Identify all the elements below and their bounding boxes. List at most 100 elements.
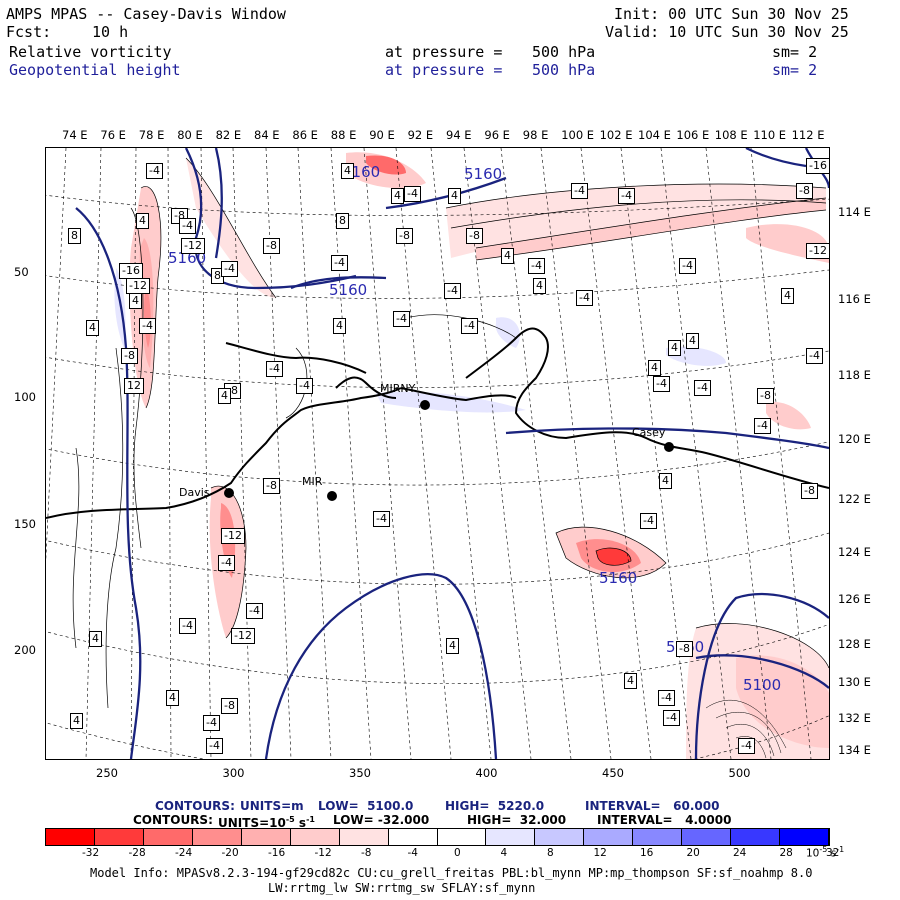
top-longitude-label: 80 E <box>177 128 203 142</box>
colorbar-swatch <box>682 829 732 845</box>
station-casey-marker <box>664 442 674 452</box>
colorbar-swatch <box>339 829 389 845</box>
contour-label: 4 <box>448 188 461 204</box>
contour-label: -4 <box>653 376 670 392</box>
contour-label: 4 <box>501 248 514 264</box>
colorbar-tick-label: -28 <box>128 847 146 859</box>
top-longitude-label: 102 E <box>599 128 633 142</box>
top-longitude-label: 88 E <box>330 128 357 142</box>
right-longitude-label: 116 E <box>838 292 871 306</box>
colorbar-tick-label: 28 <box>779 847 793 859</box>
colorbar-tick-label: 8 <box>547 847 554 859</box>
height-label: 5160 <box>599 569 638 587</box>
top-longitude-label: 112 E <box>791 128 825 142</box>
contours2-label: CONTOURS: <box>133 813 213 827</box>
colorbar-swatch <box>388 829 438 845</box>
contour-label: -4 <box>221 261 238 277</box>
field2-sm: sm= 2 <box>772 61 818 79</box>
contour-label: -12 <box>806 243 829 259</box>
contour-label: 4 <box>89 631 102 647</box>
contour-label: -16 <box>119 263 143 279</box>
contour-label: -4 <box>331 255 348 271</box>
colorbar-swatch <box>633 829 683 845</box>
contour-label: -4 <box>738 738 755 754</box>
contour-label: -12 <box>126 278 150 294</box>
contour-label: 4 <box>648 360 661 376</box>
top-longitude-label: 106 E <box>676 128 710 142</box>
contour-label: -12 <box>231 628 255 644</box>
bottom-tick-label: 450 <box>602 766 624 780</box>
model-info-physics: LW:rrtmg_lw SW:rrtmg_sw SFLAY:sf_mynn <box>268 881 536 895</box>
contour-label: -8 <box>796 183 813 199</box>
contour-label: 4 <box>70 713 83 729</box>
contours2-interval: INTERVAL= 4.0000 <box>597 813 732 827</box>
height-label: 5100 <box>743 676 782 694</box>
top-longitude-label: 78 E <box>138 128 165 142</box>
fcst-value: 10 h <box>92 23 129 41</box>
contour-label: -4 <box>679 258 696 274</box>
colorbar-tick-label: -20 <box>221 847 239 859</box>
right-longitude-label: 114 E <box>838 205 871 219</box>
bottom-tick-label: 300 <box>222 766 245 780</box>
coastline <box>46 327 829 519</box>
contour-label: -4 <box>640 513 657 529</box>
contour-label: 4 <box>624 673 637 689</box>
contour-label: -4 <box>179 618 196 634</box>
top-longitude-label: 76 E <box>100 128 126 142</box>
contours1-interval: INTERVAL= 60.000 <box>585 799 720 813</box>
colorbar-swatch <box>241 829 291 845</box>
map-panel: 5160 5160 5160 5160 5160 5160 5100 Davis… <box>45 147 830 760</box>
contours1-high: HIGH= 5220.0 <box>445 799 545 813</box>
colorbar-swatch <box>143 829 193 845</box>
model-info: Model Info: MPASv8.2.3-194-gf29cd82c CU:… <box>90 866 813 880</box>
map-graphics <box>46 148 829 759</box>
field2-name: Geopotential height <box>9 61 181 79</box>
contour-label: 4 <box>446 638 459 654</box>
top-longitude-label: 96 E <box>484 128 510 142</box>
contour-label: -4 <box>203 715 220 731</box>
top-longitude-label: 90 E <box>369 128 395 142</box>
contour-label: 4 <box>391 188 404 204</box>
top-longitude-label: 86 E <box>292 128 318 142</box>
top-longitude-label: 98 E <box>522 128 549 142</box>
right-longitude-label: 118 E <box>838 368 871 382</box>
top-longitude-label: 108 E <box>714 128 748 142</box>
contour-label: 4 <box>341 163 354 179</box>
colorbar-tick-label: -4 <box>407 847 418 859</box>
contour-label: -8 <box>263 238 280 254</box>
right-longitude-label: 134 E <box>838 743 871 757</box>
contour-label: 4 <box>659 473 672 489</box>
contour-label: 4 <box>781 288 794 304</box>
colorbar-tick-label: -24 <box>175 847 193 859</box>
contour-label: 4 <box>333 318 346 334</box>
contours2-high: HIGH= 32.000 <box>467 813 567 827</box>
contour-label: 4 <box>218 388 231 404</box>
contour-label: 4 <box>166 690 179 706</box>
contour-label: -8 <box>121 348 138 364</box>
contour-label: -8 <box>263 478 280 494</box>
contour-label: -4 <box>754 418 771 434</box>
right-longitude-label: 120 E <box>838 432 871 446</box>
colorbar-swatch <box>290 829 340 845</box>
contour-label: -4 <box>461 318 478 334</box>
contour-label: -4 <box>658 690 675 706</box>
init-time: Init: 00 UTC Sun 30 Nov 25 <box>614 5 849 23</box>
contour-label: -4 <box>246 603 263 619</box>
contours1-label: CONTOURS: <box>155 799 235 813</box>
contour-label: -16 <box>806 158 829 174</box>
field2-pressure-label: at pressure = <box>385 61 503 79</box>
field2-pressure: 500 hPa <box>532 61 596 79</box>
top-longitude-label: 100 E <box>561 128 595 142</box>
top-longitude-label: 92 E <box>407 128 434 142</box>
colorbar-swatch <box>486 829 536 845</box>
contour-label: -8 <box>757 388 774 404</box>
contour-label: -4 <box>618 188 635 204</box>
left-tick-label: 50 <box>14 265 29 279</box>
contour-label: 8 <box>68 228 81 244</box>
field1-name: Relative vorticity <box>9 43 172 61</box>
contour-label: -4 <box>806 348 823 364</box>
station-casey-label: Casey <box>632 426 666 439</box>
contour-label: -4 <box>179 218 196 234</box>
vorticity-shading <box>114 152 829 759</box>
colorbar-swatch <box>192 829 242 845</box>
